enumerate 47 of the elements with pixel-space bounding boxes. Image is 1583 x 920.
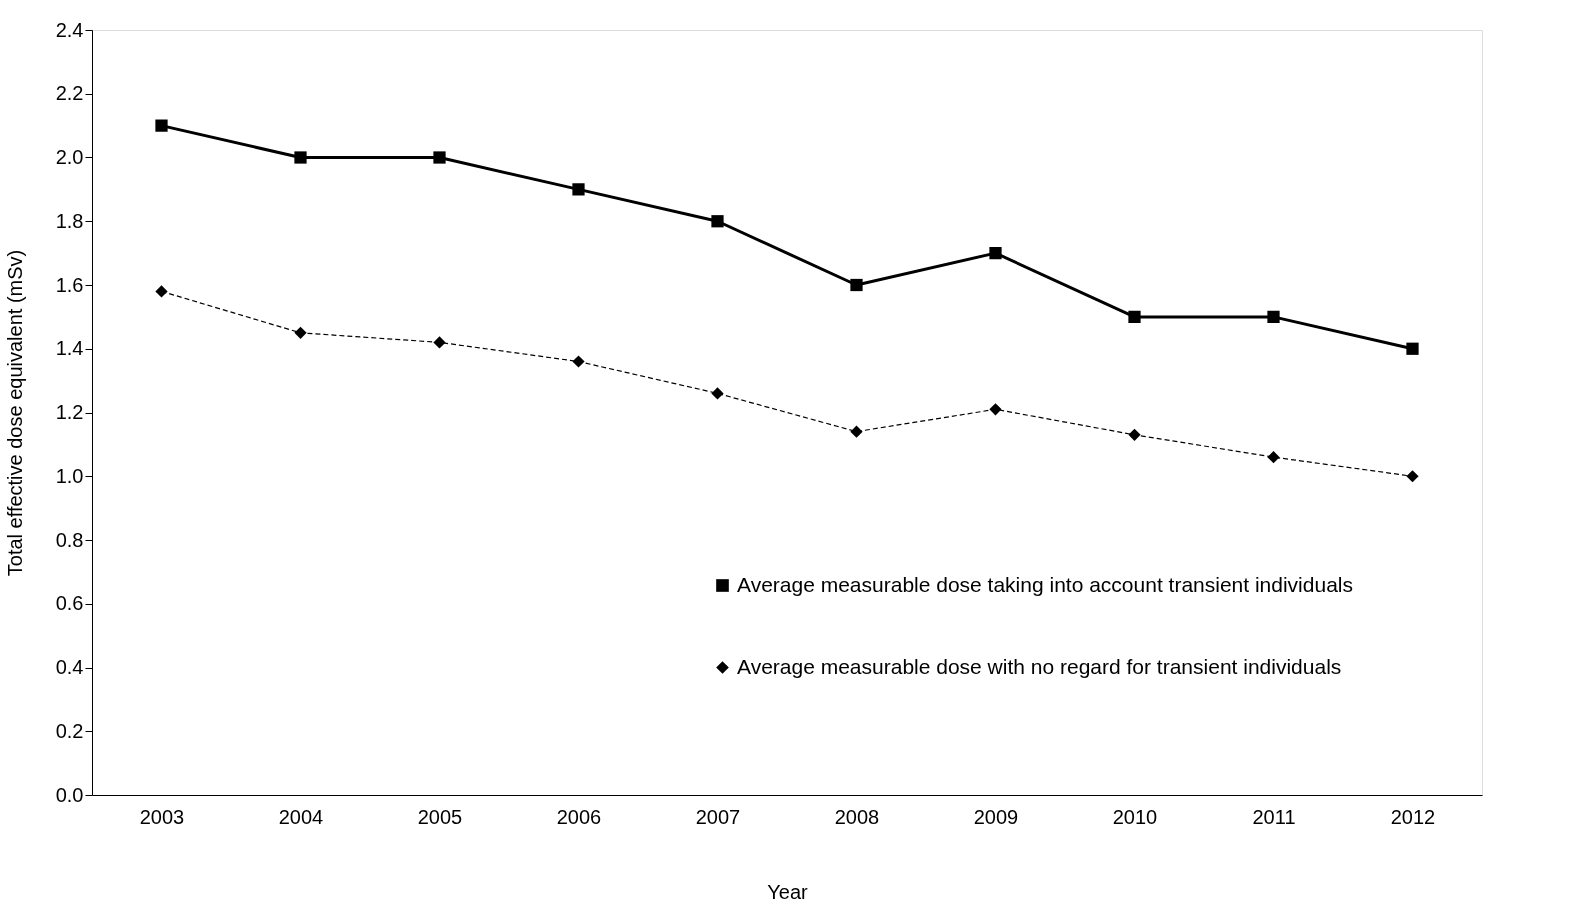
legend-label: Average measurable dose taking into account transient individuals <box>737 572 1353 596</box>
y-tick-label: 0.2 <box>55 719 84 742</box>
y-axis-title: Total effective dose equivalent (mSv) <box>3 249 26 577</box>
point <box>1128 428 1141 441</box>
point <box>989 247 1002 260</box>
x-tick-label: 2010 <box>1112 805 1158 828</box>
point <box>1267 310 1280 323</box>
x-axis-title: Year <box>767 880 809 903</box>
point <box>572 355 585 368</box>
point <box>1406 470 1419 483</box>
x-tick-label: 2012 <box>1390 805 1436 828</box>
point <box>989 403 1002 416</box>
y-tick-label: 1.4 <box>55 337 84 360</box>
point <box>155 119 168 132</box>
y-tick-label: 0.0 <box>55 783 84 806</box>
y-tick-label: 0.8 <box>55 528 84 551</box>
point <box>572 183 585 196</box>
x-tick-label: 2007 <box>695 805 741 828</box>
y-tick-label: 0.6 <box>55 592 84 615</box>
point <box>433 151 446 164</box>
point <box>294 326 307 339</box>
legend-label: Average measurable dose with no regard for transient individuals <box>737 654 1342 678</box>
x-tick-label: 2006 <box>556 805 602 828</box>
point <box>1406 342 1419 355</box>
y-tick-label: 0.4 <box>55 656 84 678</box>
x-tick-label: 2005 <box>417 805 463 828</box>
y-tick-label: 1.2 <box>55 401 84 423</box>
x-tick-label: 2003 <box>139 805 185 828</box>
point <box>1128 310 1141 323</box>
y-tick-label: 1.8 <box>55 209 84 232</box>
y-tick-label: 2.2 <box>55 82 84 105</box>
point <box>1267 451 1280 464</box>
point <box>850 278 863 292</box>
y-tick-label: 1.0 <box>55 464 84 487</box>
point <box>711 387 724 400</box>
x-tick-label: 2009 <box>973 805 1019 828</box>
point <box>850 425 863 438</box>
point <box>155 285 168 298</box>
x-tick-label: 2004 <box>278 805 324 828</box>
point <box>294 151 307 164</box>
y-tick-label: 2.0 <box>55 146 84 168</box>
y-tick-label: 2.4 <box>55 18 84 41</box>
point <box>433 336 446 349</box>
x-tick-label: 2011 <box>1252 805 1296 828</box>
y-tick-label: 1.6 <box>55 273 84 296</box>
point <box>711 215 724 228</box>
x-tick-label: 2008 <box>834 805 880 828</box>
